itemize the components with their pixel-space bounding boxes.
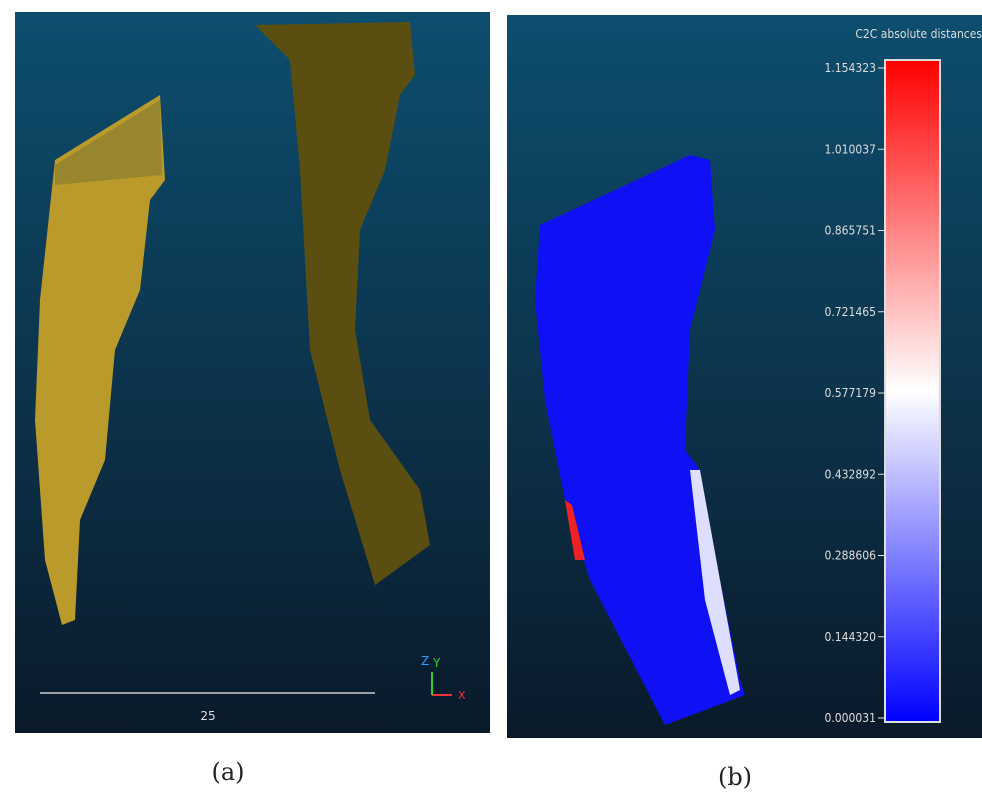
- colorbar-label: 0.000031: [825, 711, 877, 725]
- scale-label: 25: [200, 709, 215, 723]
- caption-a: (a): [211, 758, 244, 786]
- colorbar-label: 0.144320: [825, 630, 877, 644]
- colorbar-label: 0.577179: [825, 386, 877, 400]
- colorbar-label: 0.721465: [825, 305, 877, 319]
- axis-y-label: Y: [432, 656, 441, 670]
- colorbar-label: 1.154323: [825, 61, 877, 75]
- axis-z-label: Z: [421, 654, 429, 668]
- colorbar-label: 0.432892: [825, 467, 877, 481]
- axis-x-label: X: [458, 689, 466, 702]
- caption-b: (b): [718, 763, 752, 791]
- colorbar-title: C2C absolute distances: [855, 27, 982, 41]
- colorbar-label: 0.865751: [825, 224, 877, 238]
- colorbar: [885, 60, 940, 722]
- figure: 25 Z Y X C2C absolute distances 1.154323…: [0, 0, 982, 797]
- colorbar-label: 1.010037: [825, 142, 877, 156]
- colorbar-label: 0.288606: [825, 549, 877, 563]
